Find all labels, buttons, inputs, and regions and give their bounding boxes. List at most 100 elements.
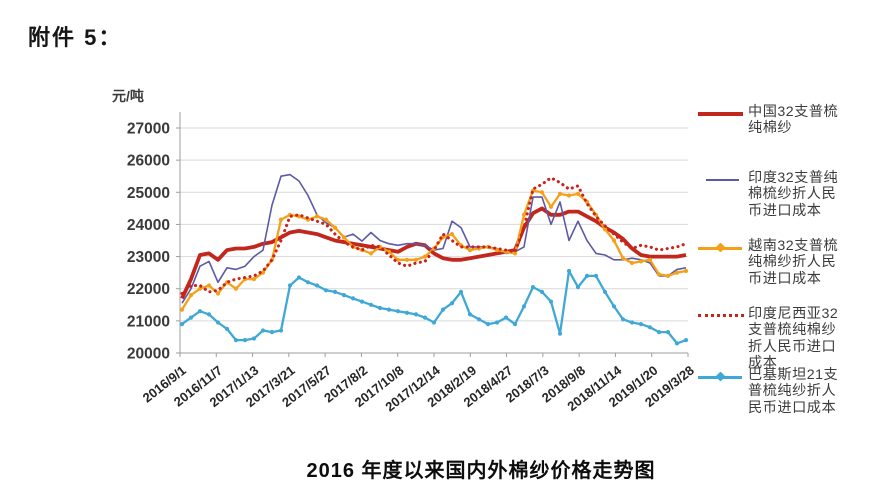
series-marker-3 <box>422 254 428 259</box>
series-marker-5 <box>557 331 563 336</box>
series-marker-3 <box>656 272 662 277</box>
series-line-2 <box>181 173 687 304</box>
series-marker-3 <box>683 268 689 274</box>
series-marker-3 <box>611 238 617 243</box>
series-marker-5 <box>413 312 419 317</box>
legend-item-5: 巴基斯坦21支 普梳纯纱折人 民币进口成本 <box>698 367 890 416</box>
series-marker-3 <box>449 232 455 237</box>
series-marker-5 <box>377 305 383 311</box>
legend-item-4: 印度尼西亚32 支普梳纯棉纱 折人民币进口 成本 <box>698 306 890 372</box>
series-marker-5 <box>629 320 635 325</box>
series-marker-3 <box>260 270 266 275</box>
series-marker-5 <box>422 315 428 320</box>
series-marker-3 <box>395 257 401 262</box>
legend-swatch-thin <box>698 175 748 185</box>
y-tick-label: 21000 <box>127 313 170 330</box>
series-marker-5 <box>404 310 410 315</box>
series-marker-3 <box>323 217 329 222</box>
series-marker-5 <box>179 322 185 327</box>
series-marker-5 <box>278 328 284 333</box>
series-marker-3 <box>179 307 185 312</box>
series-marker-3 <box>233 286 239 291</box>
series-marker-5 <box>206 312 212 317</box>
y-tick-label: 24000 <box>127 217 170 234</box>
y-tick-label: 22000 <box>127 281 170 298</box>
legend-item-2: 印度32支普纯 棉梳纱折人民 币进口成本 <box>698 170 890 219</box>
series-marker-5 <box>296 275 302 280</box>
series-marker-5 <box>494 320 500 325</box>
legend-label-1: 中国32支普梳 纯棉纱 <box>748 104 839 137</box>
series-marker-5 <box>359 299 365 304</box>
y-tick-label: 20000 <box>127 346 170 363</box>
series-marker-3 <box>521 212 527 217</box>
series-marker-5 <box>332 289 338 294</box>
series-marker-5 <box>485 322 491 327</box>
series-marker-3 <box>665 273 671 278</box>
series-marker-5 <box>440 307 446 312</box>
legend-marker-diamond <box>715 242 726 253</box>
legend-swatch-thick <box>698 109 748 119</box>
series-marker-5 <box>566 268 572 274</box>
series-marker-5 <box>341 293 347 298</box>
series-marker-5 <box>512 322 518 327</box>
series-marker-5 <box>683 338 689 343</box>
series-marker-3 <box>368 251 374 256</box>
legend-label-5: 巴基斯坦21支 普梳纯纱折人 民币进口成本 <box>748 367 839 416</box>
series-marker-5 <box>431 320 437 325</box>
series-marker-3 <box>548 204 554 209</box>
series-marker-5 <box>458 289 464 294</box>
legend-marker-diamond <box>715 371 726 382</box>
series-marker-3 <box>575 191 581 196</box>
series-marker-5 <box>323 288 329 293</box>
legend-item-1: 中国32支普梳 纯棉纱 <box>698 104 890 137</box>
legend-item-3: 越南32支普梳 纯棉纱折人民 币进口成本 <box>698 238 890 287</box>
series-marker-5 <box>503 315 509 320</box>
series-marker-5 <box>647 325 653 330</box>
series-marker-3 <box>674 270 680 275</box>
y-tick-label: 23000 <box>127 249 170 266</box>
series-marker-5 <box>530 285 536 290</box>
y-tick-label: 27000 <box>127 121 170 138</box>
series-marker-5 <box>656 330 662 335</box>
series-marker-3 <box>566 193 572 198</box>
series-marker-5 <box>449 301 455 306</box>
legend-swatch-dotted <box>698 311 748 321</box>
series-marker-5 <box>188 315 194 320</box>
series-marker-3 <box>620 256 626 261</box>
series-marker-5 <box>521 304 527 309</box>
series-marker-5 <box>593 273 599 278</box>
series-marker-3 <box>341 235 347 240</box>
series-marker-5 <box>314 283 320 288</box>
series-marker-5 <box>665 330 671 335</box>
series-marker-3 <box>557 191 563 196</box>
series-marker-5 <box>620 317 626 322</box>
series-marker-5 <box>242 338 248 343</box>
series-marker-3 <box>188 293 194 298</box>
series-marker-3 <box>215 291 221 296</box>
series-marker-3 <box>539 190 545 195</box>
series-marker-5 <box>224 326 230 331</box>
series-marker-5 <box>395 309 401 314</box>
series-marker-5 <box>638 322 644 327</box>
series-marker-5 <box>584 273 590 278</box>
series-marker-3 <box>206 283 212 288</box>
series-marker-5 <box>368 302 374 307</box>
legend-label-2: 印度32支普纯 棉梳纱折人民 币进口成本 <box>748 170 839 219</box>
y-axis-unit-label: 元/吨 <box>112 88 144 104</box>
series-marker-3 <box>629 260 635 266</box>
series-marker-5 <box>269 330 275 335</box>
series-marker-3 <box>602 227 608 232</box>
series-marker-5 <box>575 285 581 290</box>
series-marker-3 <box>314 214 320 219</box>
series-marker-5 <box>260 328 266 333</box>
series-marker-3 <box>413 257 419 262</box>
series-marker-5 <box>674 341 680 346</box>
series-marker-3 <box>278 217 284 222</box>
legend-label-3: 越南32支普梳 纯棉纱折人民 币进口成本 <box>748 238 839 287</box>
attachment-label: 附件 5： <box>28 25 123 50</box>
series-marker-3 <box>512 251 518 256</box>
legend-swatch-marker <box>698 371 748 382</box>
series-marker-5 <box>251 336 257 341</box>
y-tick-label: 26000 <box>127 153 170 170</box>
